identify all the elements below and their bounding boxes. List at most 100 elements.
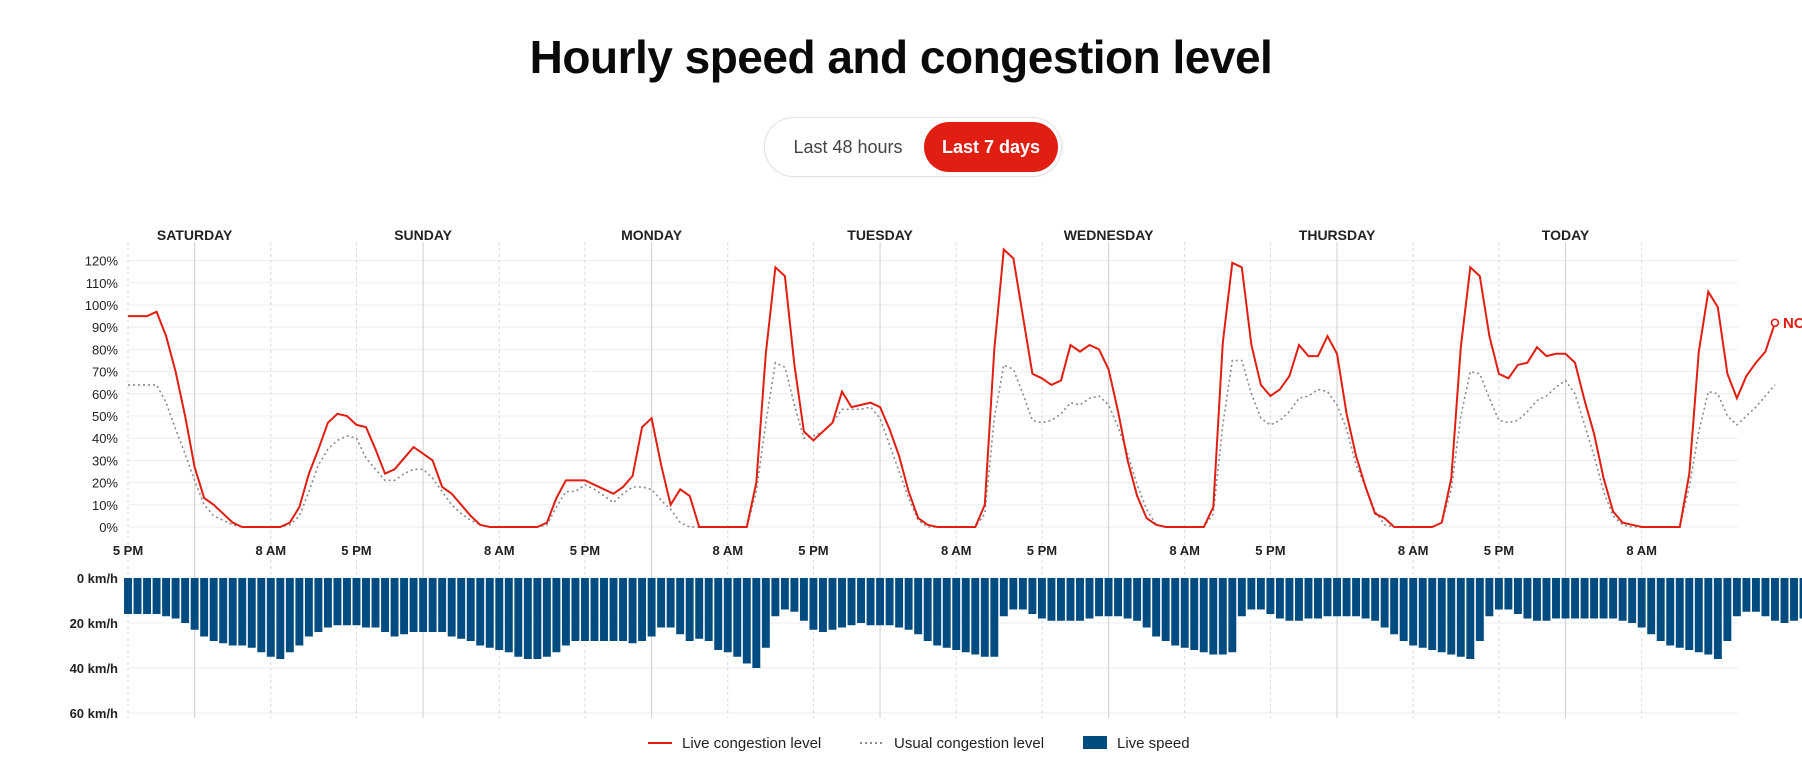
speed-bar [857,578,865,623]
speed-bar [304,578,313,637]
speed-bar [1314,578,1322,619]
congestion-y-tick: 50% [92,409,118,424]
speed-y-tick: 0 km/h [77,571,118,586]
x-tick-label: 8 AM [1398,543,1429,558]
speed-bar [895,578,904,628]
speed-bar [447,578,456,637]
speed-bar [438,578,447,632]
legend-usual-label: Usual congestion level [894,735,1044,752]
speed-bar [819,578,827,632]
speed-bar [504,578,513,653]
speed-bar [1485,578,1494,617]
speed-bar [571,578,580,641]
speed-bar [1380,578,1389,628]
speed-bar [419,578,428,632]
speed-bar [1361,578,1370,619]
speed-bar [733,578,742,657]
speed-bar [923,578,932,641]
congestion-y-tick: 110% [86,276,119,291]
speed-bar [1237,578,1246,617]
speed-bar [666,578,675,628]
speed-bar [1256,578,1265,610]
speed-bar [828,578,837,630]
x-tick-label: 5 PM [570,543,600,558]
speed-bar [219,578,228,644]
last-48-hours-button[interactable]: Last 48 hours [773,122,923,172]
speed-bar [1199,578,1208,653]
speed-bar [209,578,218,641]
speed-bar [381,578,389,632]
speed-bar [1552,578,1560,619]
speed-bar [961,578,970,653]
speed-bar [742,578,751,664]
speed-bar [1666,578,1675,646]
speed-bar [485,578,494,648]
speed-bar [971,578,980,655]
x-tick-label: 5 PM [1255,543,1285,558]
speed-bar [1771,578,1779,621]
speed-bar [247,578,256,648]
speed-bar [1190,578,1199,650]
congestion-y-tick: 80% [92,342,118,357]
speed-bar [885,578,894,626]
speed-y-tick: 40 km/h [70,661,118,676]
speed-bar [876,578,885,626]
speed-bar [799,578,808,621]
speed-bar [1647,578,1656,635]
congestion-y-tick: 120% [85,254,119,269]
speed-bar [581,578,589,641]
x-tick-label: 8 AM [1626,543,1657,558]
speed-bar [1580,578,1589,619]
speed-bar [1732,578,1741,617]
congestion-y-tick: 100% [85,298,119,313]
speed-bar [1456,578,1465,657]
speed-bar [1342,578,1351,617]
time-range-toggle: Last 48 hours Last 7 days [764,117,1062,177]
speed-bar [590,578,599,641]
speed-bar [323,578,332,628]
speed-bar [657,578,666,628]
speed-bar [523,578,532,659]
speed-bar [1694,578,1703,653]
speed-bar [1533,578,1541,621]
legend-live-label: Live congestion level [682,735,821,752]
speed-bar [228,578,237,646]
congestion-y-tick: 20% [92,476,118,491]
speed-bar [647,578,656,637]
x-tick-label: 5 PM [1484,543,1514,558]
speed-bar [1009,578,1018,610]
speed-bar [1685,578,1694,650]
speed-bar [343,578,351,626]
speed-bar [1542,578,1551,621]
speed-bar [428,578,437,632]
speed-bar [1123,578,1132,619]
day-labels: SATURDAY SUNDAY MONDAY TUESDAY WEDNESDAY THUR… [157,227,1590,243]
speed-bar [1437,578,1446,653]
day-label: TUESDAY [847,227,913,243]
speed-bar [1133,578,1142,621]
speed-bar [1780,578,1789,623]
speed-bar [143,578,151,614]
day-label: MONDAY [621,227,683,243]
speed-bar [990,578,999,657]
usual-congestion-line [128,359,1776,528]
x-axis-labels: 5 PM 8 AM 5 PM 8 AM 5 PM 8 AM 5 PM 8 AM 5 PM 8 AM… [113,543,1657,558]
legend-speed-swatch [1083,736,1107,749]
speed-bar [685,578,694,641]
speed-bar [933,578,942,646]
speed-bar [619,578,627,641]
x-tick-label: 8 AM [712,543,743,558]
speed-bar [1561,578,1570,619]
x-tick-label: 5 PM [1027,543,1057,558]
speed-bar [942,578,951,648]
speed-bar [1428,578,1437,650]
speed-bar [400,578,409,635]
speed-bar [1494,578,1503,610]
speed-bar [476,578,485,646]
speed-bar [1161,578,1170,641]
last-7-days-button[interactable]: Last 7 days [924,122,1058,172]
speed-bar [1057,578,1065,621]
legend-speed-label: Live speed [1117,735,1190,752]
speed-bar [1513,578,1522,614]
